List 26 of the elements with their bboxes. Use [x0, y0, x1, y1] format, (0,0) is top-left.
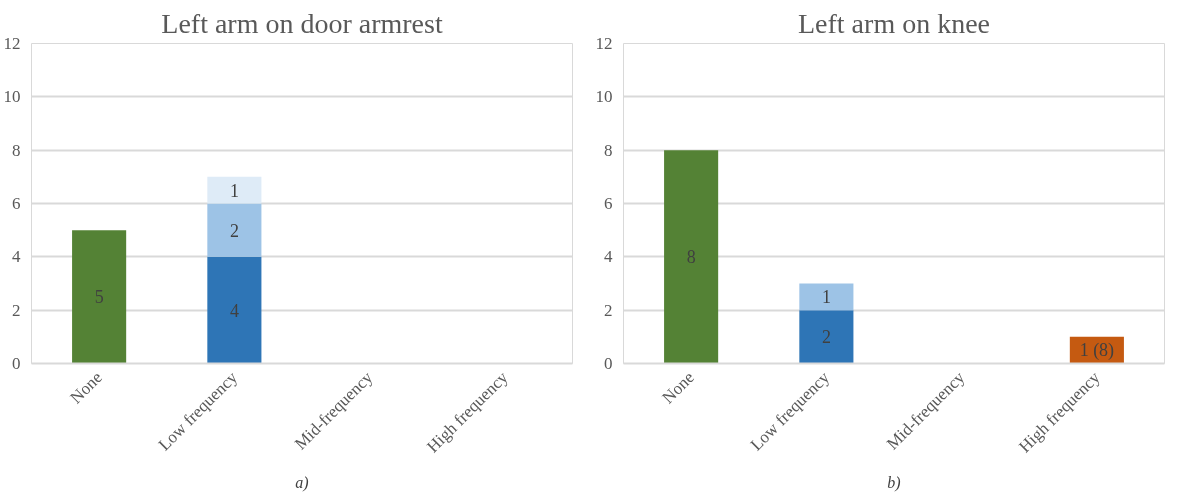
y-tick-label: 8	[12, 140, 21, 160]
y-tick-label: 10	[595, 87, 613, 107]
y-tick-label: 12	[595, 34, 613, 53]
data-label: 4	[229, 300, 239, 321]
data-label: 1	[229, 180, 239, 201]
y-tick-label: 4	[12, 247, 21, 267]
text: a)	[295, 473, 309, 492]
y-tick-label: 0	[604, 354, 613, 373]
data-label: 2	[229, 220, 239, 241]
text: b)	[887, 473, 901, 492]
data-label: 8	[686, 247, 696, 268]
chart-title: Left arm on door armrest	[161, 7, 443, 39]
y-tick-label: 2	[604, 300, 613, 320]
y-tick-label: 12	[3, 34, 21, 53]
y-tick-label: 8	[604, 140, 613, 160]
y-tick-label: 0	[12, 354, 21, 373]
data-label: 2	[821, 327, 831, 348]
data-label: 1 (8)	[1079, 340, 1115, 362]
y-tick-label: 10	[3, 87, 21, 107]
y-tick-label: 2	[12, 300, 21, 320]
y-tick-label: 6	[604, 194, 613, 213]
data-label: 5	[94, 287, 104, 308]
chart-title: Left arm on knee	[797, 7, 991, 39]
y-tick-label: 6	[12, 194, 21, 213]
y-tick-label: 4	[604, 247, 613, 267]
data-label: 1	[821, 287, 831, 308]
